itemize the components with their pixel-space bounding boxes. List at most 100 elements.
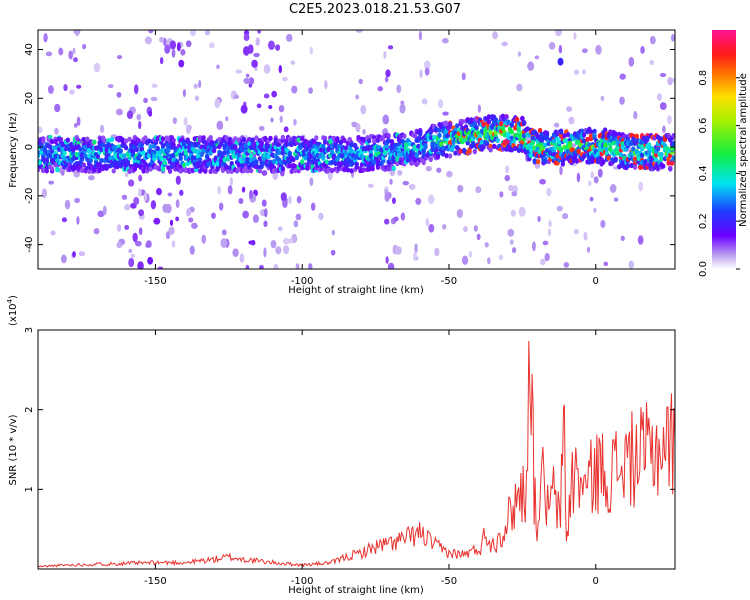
spectrogram-noise — [428, 223, 435, 233]
spectrogram-noise — [511, 247, 517, 254]
spectrogram-cell — [544, 130, 550, 136]
spectrogram-noise — [413, 252, 418, 261]
spectrogram-blob — [557, 57, 564, 66]
spectrogram-cell — [375, 158, 381, 164]
spectrogram-cell — [180, 167, 185, 173]
spectrogram-cell — [324, 159, 330, 165]
spectrogram-cell — [229, 168, 234, 175]
spectrogram-noise — [138, 174, 143, 182]
spectrogram-cell — [412, 133, 418, 139]
spectrogram-x-tick-label: -50 — [441, 276, 457, 287]
spectrogram-cell — [118, 148, 123, 154]
spectrogram-cell — [146, 153, 152, 159]
spectrogram-cell — [38, 160, 42, 166]
spectrogram-cell — [541, 135, 546, 141]
spectrogram-noise — [659, 72, 667, 78]
spectrogram-noise — [362, 129, 366, 135]
spectrogram-cell — [453, 150, 458, 156]
spectrogram-noise — [270, 117, 274, 123]
spectrogram-cell — [305, 165, 310, 171]
spectrogram-noise — [63, 84, 68, 92]
spectrogram-cell — [520, 115, 525, 121]
spectrogram-noise — [175, 175, 181, 185]
spectrogram-noise — [619, 96, 625, 105]
spectrogram-noise — [145, 240, 152, 248]
spectrogram-noise — [68, 50, 74, 60]
spectrogram-cell — [280, 134, 286, 140]
spectrogram-cell — [553, 142, 559, 148]
spectrogram-cell — [639, 152, 645, 158]
spectrogram-noise — [178, 59, 185, 68]
spectrogram-cell — [488, 130, 493, 136]
spectrogram-noise — [553, 122, 560, 128]
spectrogram-noise — [501, 41, 509, 47]
spectrogram-cell — [106, 138, 111, 144]
spectrogram-noise — [218, 202, 224, 211]
spectrogram-noise — [47, 85, 54, 94]
spectrogram-noise — [628, 260, 634, 269]
spectrogram-noise — [384, 192, 390, 202]
spectrogram-cell — [580, 128, 585, 134]
spectrogram-noise — [581, 48, 588, 54]
spectrogram-noise — [162, 37, 167, 47]
spectrogram-noise — [394, 246, 402, 255]
spectrogram-noise — [225, 116, 229, 122]
spectrogram-cell — [291, 157, 296, 163]
spectrogram-noise — [473, 225, 478, 232]
spectrogram-cell — [506, 131, 511, 138]
spectrogram-cell — [296, 137, 301, 143]
spectrogram-y-tick-label: 40 — [24, 43, 35, 56]
spectrogram-cell — [335, 136, 340, 142]
spectrogram-noise — [293, 220, 299, 228]
snr-y-label: SNR (10 * v/v) — [8, 414, 19, 485]
spectrogram-cell — [159, 155, 164, 161]
spectrogram-noise — [532, 241, 536, 252]
spectrogram-cell — [460, 118, 465, 125]
spectrogram-cell — [51, 145, 57, 151]
spectrogram-cell — [55, 166, 60, 172]
spectrogram-cell — [654, 152, 659, 158]
spectrogram-noise — [175, 199, 180, 209]
spectrogram-noise — [169, 219, 174, 226]
spectrogram-noise — [239, 253, 245, 263]
spectrogram-cell — [254, 159, 259, 165]
spectrogram-noise — [566, 106, 573, 112]
spectrogram-cell — [299, 136, 305, 142]
spectrogram-cell — [240, 163, 245, 169]
spectrogram-cell — [395, 160, 400, 166]
spectrogram-cell — [342, 167, 347, 173]
spectrogram-noise — [559, 165, 563, 176]
spectrogram-noise — [175, 216, 180, 222]
spectrogram-noise — [360, 104, 367, 115]
spectrogram-noise — [628, 56, 635, 67]
spectrogram-noise — [620, 235, 625, 242]
spectrogram-x-tick-label: 0 — [593, 276, 599, 287]
spectrogram-cell — [597, 146, 603, 152]
spectrogram-cell — [576, 148, 581, 155]
spectrogram-cell — [502, 132, 507, 138]
spectrogram-cell — [366, 138, 372, 144]
spectrogram-noise — [132, 232, 138, 243]
snr-background — [38, 330, 675, 569]
colorbar-gradient — [712, 30, 736, 269]
spectrogram-noise — [421, 98, 428, 105]
spectrogram-cell — [183, 149, 189, 155]
spectrogram-noise — [484, 241, 489, 248]
spectrogram-noise — [468, 250, 473, 258]
spectrogram-cell — [668, 165, 673, 172]
spectrogram-noise — [556, 205, 563, 212]
spectrogram-cell — [122, 153, 127, 159]
spectrogram-noise — [568, 116, 575, 125]
spectrogram-cell — [634, 133, 640, 139]
spectrogram-noise — [586, 246, 591, 253]
spectrogram-cell — [111, 144, 116, 151]
spectrogram-noise — [159, 36, 164, 43]
spectrogram-noise — [597, 168, 603, 178]
spectrogram-cell — [49, 166, 55, 172]
spectrogram-cell — [551, 151, 557, 158]
spectrogram-cell — [499, 121, 504, 127]
spectrogram-noise — [69, 89, 75, 95]
spectrogram-cell — [62, 150, 67, 156]
spectrogram-cell — [646, 150, 652, 156]
spectrogram-noise — [159, 57, 164, 65]
